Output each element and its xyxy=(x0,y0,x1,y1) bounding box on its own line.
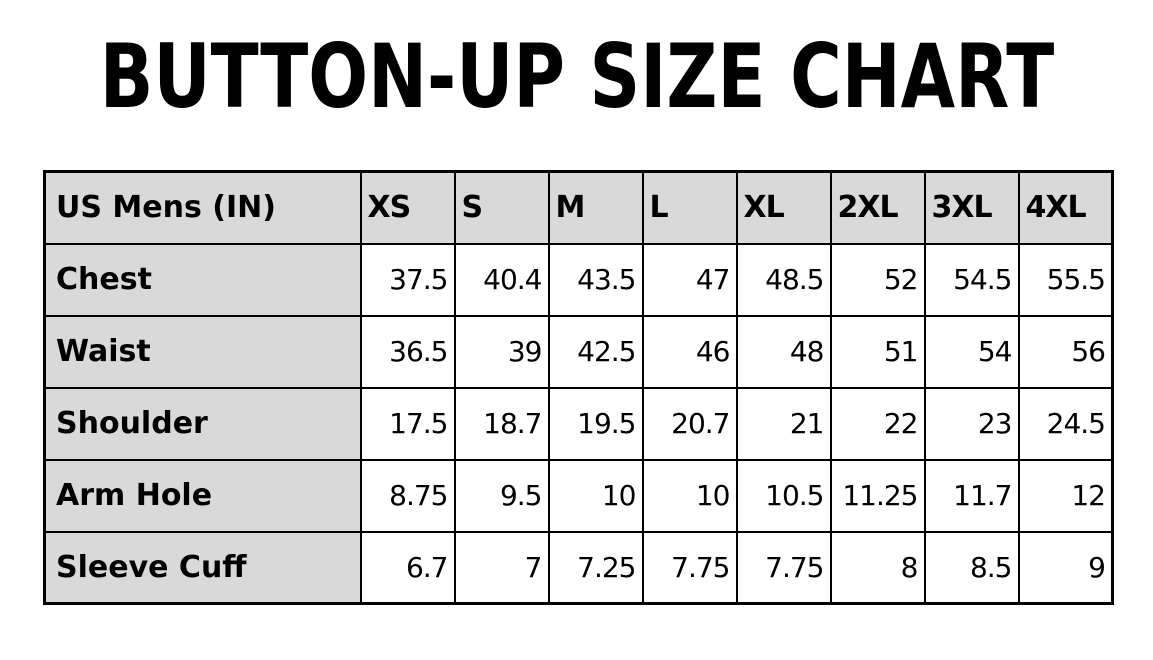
table-cell: 19.5 xyxy=(547,386,644,461)
table-cell: 8.75 xyxy=(359,458,456,533)
table-cell: 7.75 xyxy=(641,530,738,605)
table-cell: 24.5 xyxy=(1017,386,1114,461)
table-cell: 10 xyxy=(547,458,644,533)
table-cell: 11.7 xyxy=(923,458,1020,533)
size-header-m: M xyxy=(547,170,644,245)
table-cell: 37.5 xyxy=(359,242,456,317)
table-row: Arm Hole 8.75 9.5 10 10 10.5 11.25 11.7 12 xyxy=(43,458,1114,533)
table-cell: 6.7 xyxy=(359,530,456,605)
table-cell: 8 xyxy=(829,530,926,605)
table-cell: 7.75 xyxy=(735,530,832,605)
table-cell: 39 xyxy=(453,314,550,389)
row-label: Chest xyxy=(43,242,362,317)
table-cell: 9 xyxy=(1017,530,1114,605)
table-cell: 21 xyxy=(735,386,832,461)
size-header-3xl: 3XL xyxy=(923,170,1020,245)
table-cell: 54 xyxy=(923,314,1020,389)
table-cell: 11.25 xyxy=(829,458,926,533)
table-cell: 51 xyxy=(829,314,926,389)
table-cell: 36.5 xyxy=(359,314,456,389)
table-cell: 10 xyxy=(641,458,738,533)
table-cell: 46 xyxy=(641,314,738,389)
page-title: BUTTON-UP SIZE CHART xyxy=(99,25,1054,128)
table-cell: 54.5 xyxy=(923,242,1020,317)
table-cell: 7.25 xyxy=(547,530,644,605)
table-row: Chest 37.5 40.4 43.5 47 48.5 52 54.5 55.5 xyxy=(43,242,1114,317)
row-label: Shoulder xyxy=(43,386,362,461)
size-chart-table: US Mens (IN) XS S M L XL 2XL 3XL 4XL Chest 37.5 40.… xyxy=(43,170,1114,605)
header-row: US Mens (IN) XS S M L XL 2XL 3XL 4XL xyxy=(43,170,1114,245)
size-header-4xl: 4XL xyxy=(1017,170,1114,245)
size-header-s: S xyxy=(453,170,550,245)
row-label: Waist xyxy=(43,314,362,389)
table-row: Shoulder 17.5 18.7 19.5 20.7 21 22 23 24.5 xyxy=(43,386,1114,461)
table-cell: 22 xyxy=(829,386,926,461)
table-cell: 12 xyxy=(1017,458,1114,533)
table-cell: 55.5 xyxy=(1017,242,1114,317)
row-label: Arm Hole xyxy=(43,458,362,533)
table-cell: 18.7 xyxy=(453,386,550,461)
table-cell: 52 xyxy=(829,242,926,317)
table-cell: 10.5 xyxy=(735,458,832,533)
table-cell: 40.4 xyxy=(453,242,550,317)
table-cell: 9.5 xyxy=(453,458,550,533)
size-header-xl: XL xyxy=(735,170,832,245)
row-label: Sleeve Cuff xyxy=(43,530,362,605)
table-cell: 8.5 xyxy=(923,530,1020,605)
table-cell: 56 xyxy=(1017,314,1114,389)
table-cell: 17.5 xyxy=(359,386,456,461)
size-header-l: L xyxy=(641,170,738,245)
table-cell: 42.5 xyxy=(547,314,644,389)
table-cell: 48.5 xyxy=(735,242,832,317)
table-cell: 47 xyxy=(641,242,738,317)
size-header-xs: XS xyxy=(359,170,456,245)
table-row: Waist 36.5 39 42.5 46 48 51 54 56 xyxy=(43,314,1114,389)
table-cell: 20.7 xyxy=(641,386,738,461)
corner-label: US Mens (IN) xyxy=(43,170,362,245)
table-cell: 23 xyxy=(923,386,1020,461)
table-cell: 48 xyxy=(735,314,832,389)
table-cell: 7 xyxy=(453,530,550,605)
size-header-2xl: 2XL xyxy=(829,170,926,245)
table-cell: 43.5 xyxy=(547,242,644,317)
table-row: Sleeve Cuff 6.7 7 7.25 7.75 7.75 8 8.5 9 xyxy=(43,530,1114,605)
